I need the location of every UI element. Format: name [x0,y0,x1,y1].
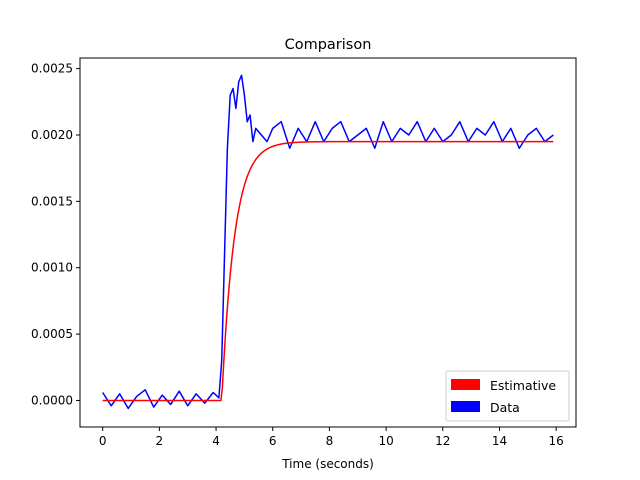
chart-title: Comparison [285,37,372,53]
legend-label-data: Data [490,400,520,415]
x-axis: 0 2 4 6 8 10 12 14 16 [99,427,564,448]
x-tick-label: 0 [99,434,107,448]
plot-area: 0 2 4 6 8 10 12 14 16 0.00000.00050.00100.00150.… [31,57,577,448]
legend-swatch-data [451,401,480,412]
series-layer [102,74,554,410]
y-tick-label: 0.0005 [31,327,73,341]
legend: Estimative Data [445,370,570,422]
y-tick-label: 0.0000 [31,393,73,407]
y-tick-label: 0.0020 [31,128,73,142]
x-tick-label: 2 [156,434,164,448]
x-tick-label: 14 [492,434,507,448]
estimative-line [102,140,554,402]
legend-swatch-estimative [451,379,480,390]
legend-label-estimative: Estimative [490,378,556,393]
x-tick-label: 12 [435,434,450,448]
x-tick-label: 16 [549,434,564,448]
x-tick-label: 10 [378,434,393,448]
y-tick-label: 0.0015 [31,194,73,208]
x-tick-label: 4 [212,434,220,448]
x-tick-label: 6 [269,434,277,448]
x-axis-label: Time (seconds) [281,457,374,471]
y-tick-label: 0.0025 [31,62,73,76]
y-tick-label: 0.0010 [31,261,73,275]
x-tick-label: 8 [326,434,334,448]
plot-frame [79,57,577,428]
y-axis: 0.0000 0.0005 0.0010 0.0015 0.0020 0.0025 [31,62,80,407]
